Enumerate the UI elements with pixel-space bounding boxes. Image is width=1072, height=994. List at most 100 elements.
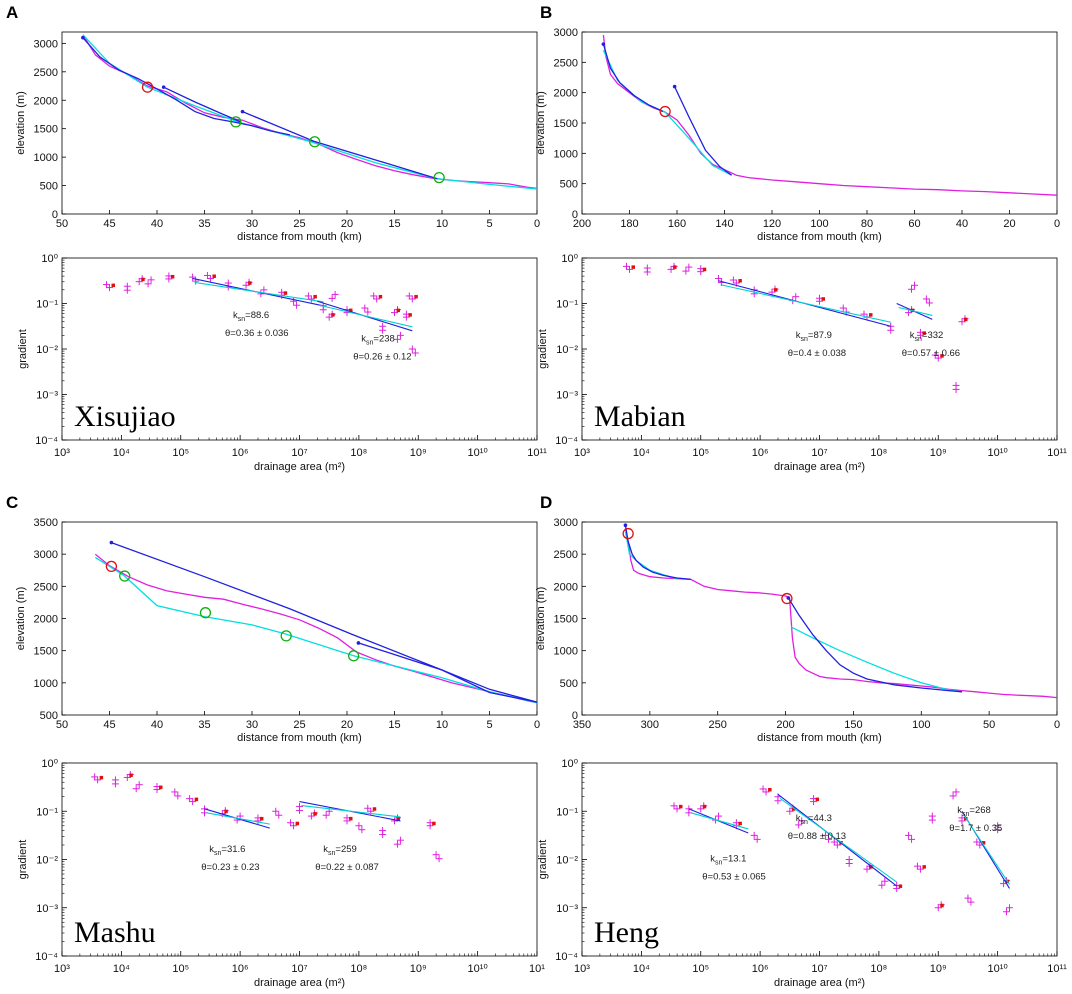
y-axis-label: elevation (m) (15, 587, 27, 651)
reference-fit-line (194, 281, 324, 303)
x-axis-label: drainage area (m²) (254, 461, 345, 473)
x-tick-label: 350 (573, 719, 591, 731)
y-tick-label: 2500 (34, 67, 58, 79)
y-tick-label: 10⁰ (41, 253, 58, 265)
y-tick-label: 10⁻³ (36, 903, 58, 915)
profile-series-line (624, 525, 691, 580)
theta-label: θ=0.26 ± 0.12 (353, 352, 411, 363)
binned-point (99, 775, 104, 780)
y-tick-label: 500 (40, 181, 58, 193)
binned-point (432, 821, 436, 826)
y-axis-label: gradient (17, 840, 29, 880)
binned-point (738, 279, 742, 283)
y-axis-label: gradient (537, 329, 549, 369)
x-tick-label: 40 (956, 218, 968, 230)
y-tick-label: 10⁰ (561, 253, 578, 265)
x-tick-label: 10 (436, 719, 448, 731)
x-tick-label: 10⁹ (930, 447, 947, 459)
y-tick-label: 3000 (554, 517, 578, 529)
knickpoint-marker (347, 650, 360, 662)
theta-label: θ=0.36 ± 0.036 (225, 328, 289, 339)
profile-series-line (624, 528, 1058, 699)
projection-start-point (81, 35, 85, 40)
x-tick-label: 10³ (54, 447, 70, 459)
knickpoint-marker (199, 607, 212, 619)
x-tick-label: 250 (709, 719, 727, 731)
y-tick-label: 0 (52, 209, 58, 221)
binned-point (396, 308, 400, 313)
ksn-label: ksn=268 (957, 805, 991, 818)
binned-point (964, 317, 968, 322)
x-tick-label: 10¹⁰ (987, 963, 1008, 975)
x-tick-label: 45 (103, 719, 115, 731)
x-tick-label: 10⁴ (113, 447, 130, 459)
x-tick-label: 10 (436, 218, 448, 230)
x-tick-label: 10¹⁰ (467, 963, 488, 975)
knickpoint-marker (105, 560, 118, 573)
binned-point (331, 313, 335, 317)
x-tick-label: 10⁷ (811, 963, 827, 975)
binned-point (922, 865, 926, 869)
projection-start-point (672, 84, 677, 89)
y-axis-label: elevation (m) (535, 91, 547, 155)
profile-series-line (602, 49, 732, 176)
x-tick-label: 10³ (574, 447, 590, 459)
x-tick-label: 20 (1003, 218, 1015, 230)
ksn-label: ksn=31.6 (209, 844, 245, 857)
x-tick-label: 10⁸ (350, 447, 367, 459)
x-tick-label: 150 (844, 719, 862, 731)
y-tick-label: 10⁻³ (556, 390, 578, 402)
x-tick-label: 0 (1054, 719, 1060, 731)
y-tick-label: 3000 (34, 38, 58, 50)
x-tick-label: 35 (198, 719, 210, 731)
ksn-label: ksn=332 (910, 330, 944, 343)
y-tick-label: 500 (40, 710, 58, 722)
binned-point (768, 787, 772, 792)
profile-series-line (242, 110, 438, 180)
y-tick-label: 2000 (34, 614, 58, 626)
y-axis-label: gradient (17, 329, 29, 369)
y-tick-label: 10⁻³ (36, 390, 58, 402)
y-tick-label: 3500 (34, 517, 58, 529)
x-tick-label: 120 (763, 218, 781, 230)
profile-series-line (82, 37, 291, 136)
y-tick-label: 1000 (554, 148, 578, 160)
reference-fit-line (779, 797, 898, 883)
x-tick-label: 10¹¹ (527, 447, 547, 459)
x-tick-label: 10¹ (529, 963, 545, 975)
x-tick-label: 10¹⁰ (987, 447, 1008, 459)
y-tick-label: 10⁻¹ (36, 806, 58, 818)
x-tick-label: 60 (908, 218, 920, 230)
x-tick-label: 10⁸ (350, 963, 367, 975)
binned-point (869, 313, 873, 317)
binned-point (408, 313, 412, 317)
y-tick-label: 3000 (554, 27, 578, 39)
knickpoint-marker (141, 81, 154, 93)
ksn-label: ksn=238 (361, 334, 395, 347)
y-tick-label: 500 (560, 179, 578, 191)
x-tick-label: 25 (293, 218, 305, 230)
binned-point (111, 283, 115, 288)
x-axis-label: distance from mouth (km) (757, 231, 882, 243)
x-tick-label: 300 (641, 719, 659, 731)
y-axis-label: elevation (m) (15, 91, 27, 155)
binned-point (283, 291, 288, 295)
x-tick-label: 10⁷ (291, 963, 307, 975)
x-axis-label: drainage area (m²) (254, 977, 345, 989)
x-tick-label: 10⁸ (870, 447, 887, 459)
y-axis-label: gradient (537, 840, 549, 880)
binned-point (129, 773, 133, 777)
projection-start-point (240, 109, 245, 114)
profile-series-line (602, 43, 664, 113)
y-tick-label: 10⁻² (556, 855, 578, 867)
binned-point (396, 816, 400, 821)
ksn-label: ksn=87.9 (796, 330, 832, 343)
y-tick-label: 10⁻³ (556, 903, 578, 915)
x-tick-label: 5 (486, 218, 492, 230)
x-tick-label: 10⁹ (930, 963, 947, 975)
x-tick-label: 10¹¹ (1047, 963, 1067, 975)
y-tick-label: 10⁻⁴ (555, 435, 578, 447)
projection-start-point (786, 596, 791, 600)
y-tick-label: 10⁻² (36, 344, 58, 356)
